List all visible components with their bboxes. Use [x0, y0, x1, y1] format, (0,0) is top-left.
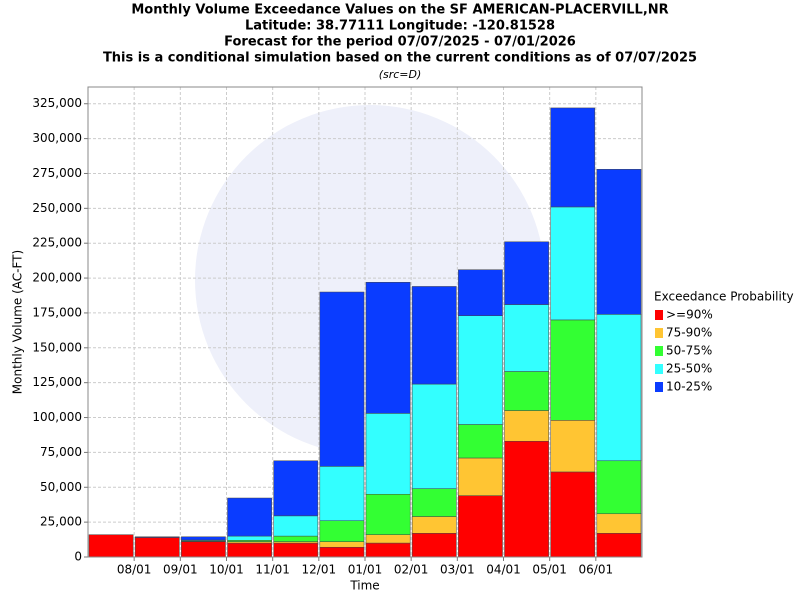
bar-segment — [596, 533, 642, 558]
x-tick-label: 05/01 — [532, 563, 567, 577]
y-axis-label: Monthly Volume (AC-FT) — [11, 250, 25, 394]
bar-segment — [504, 410, 549, 442]
bar-segment — [458, 424, 503, 459]
legend-swatch — [655, 328, 663, 338]
chart-title: Forecast for the period 07/07/2025 - 07/… — [224, 35, 576, 50]
legend-swatch — [655, 382, 663, 392]
bar-segment — [319, 546, 365, 558]
bar-segment — [411, 286, 457, 385]
y-tick-label: 175,000 — [32, 305, 82, 319]
x-tick-label: 10/01 — [209, 563, 244, 577]
legend-swatch — [655, 310, 663, 320]
legend-label: 25-50% — [666, 362, 712, 376]
bar-segment — [504, 241, 549, 305]
y-tick-label: 225,000 — [32, 236, 82, 250]
bar-segment — [365, 493, 411, 535]
bar-segment — [411, 533, 457, 558]
bar-segment — [411, 488, 457, 517]
bar-segment — [596, 513, 642, 534]
x-tick-label: 09/01 — [163, 563, 198, 577]
bar-segment — [596, 460, 642, 515]
bar-segment — [458, 269, 503, 316]
bar-segment — [227, 542, 272, 558]
bar-segment — [458, 315, 503, 425]
bar-segment — [504, 440, 549, 558]
bar-segment — [550, 420, 596, 473]
bar-segment — [596, 169, 642, 315]
x-tick-label: 04/01 — [486, 563, 521, 577]
bar-segment — [458, 495, 503, 558]
bar-segment — [181, 536, 226, 541]
bar-segment — [550, 319, 596, 421]
x-tick-label: 12/01 — [302, 563, 337, 577]
legend-swatch — [655, 364, 663, 374]
legend-label: 75-90% — [666, 326, 712, 340]
bar-segment — [319, 520, 365, 542]
chart-subtitle: (src=D) — [379, 68, 422, 81]
y-tick-label: 325,000 — [32, 96, 82, 110]
bar-segment — [365, 534, 411, 544]
chart-title: This is a conditional simulation based o… — [103, 51, 697, 66]
legend-label: >=90% — [666, 308, 713, 322]
x-axis-label: Time — [349, 579, 379, 593]
bar-segment — [411, 383, 457, 489]
y-tick-label: 125,000 — [32, 375, 82, 389]
bar-segment — [273, 460, 319, 517]
y-tick-label: 50,000 — [40, 480, 82, 494]
x-tick-label: 03/01 — [440, 563, 475, 577]
x-tick-label: 02/01 — [394, 563, 429, 577]
bar-segment — [365, 282, 411, 414]
bar-segment — [411, 516, 457, 534]
bar-segment — [550, 471, 596, 558]
bar-segment — [181, 541, 226, 558]
legend-label: 10-25% — [666, 380, 712, 394]
x-tick-label: 11/01 — [255, 563, 290, 577]
bar-segment — [550, 107, 596, 208]
chart-title: Latitude: 38.77111 Longitude: -120.81528 — [245, 19, 555, 34]
bar-segment — [227, 535, 272, 541]
bar-segment — [504, 371, 549, 411]
bar-segment — [227, 497, 272, 537]
legend-title: Exceedance Probability — [654, 290, 794, 304]
bar-segment — [504, 304, 549, 372]
bar-segment — [365, 542, 411, 558]
bar-segment — [273, 515, 319, 537]
y-tick-label: 150,000 — [32, 340, 82, 354]
bar-segment — [319, 291, 365, 467]
bar-segment — [273, 542, 319, 558]
plot-frame — [87, 86, 643, 558]
y-tick-label: 25,000 — [40, 515, 82, 529]
y-tick-label: 0 — [74, 550, 82, 564]
bar-segment — [550, 206, 596, 321]
bar-segment — [319, 466, 365, 521]
y-tick-label: 300,000 — [32, 131, 82, 145]
bar-segment — [365, 413, 411, 495]
legend-swatch — [655, 346, 663, 356]
bar-segment — [458, 457, 503, 496]
x-tick-label: 08/01 — [117, 563, 152, 577]
bar-segment — [319, 541, 365, 548]
bar-segment — [134, 536, 180, 538]
bar-segment — [273, 535, 319, 542]
y-tick-label: 250,000 — [32, 201, 82, 215]
y-tick-label: 275,000 — [32, 166, 82, 180]
y-tick-label: 75,000 — [40, 445, 82, 459]
bar-segment — [596, 314, 642, 462]
x-tick-label: 01/01 — [348, 563, 383, 577]
y-tick-label: 200,000 — [32, 271, 82, 285]
legend-label: 50-75% — [666, 344, 712, 358]
x-tick-label: 06/01 — [579, 563, 614, 577]
bar-segment — [88, 534, 134, 558]
bar-segment — [134, 537, 180, 558]
chart-title: Monthly Volume Exceedance Values on the … — [131, 3, 668, 18]
y-tick-label: 100,000 — [32, 410, 82, 424]
